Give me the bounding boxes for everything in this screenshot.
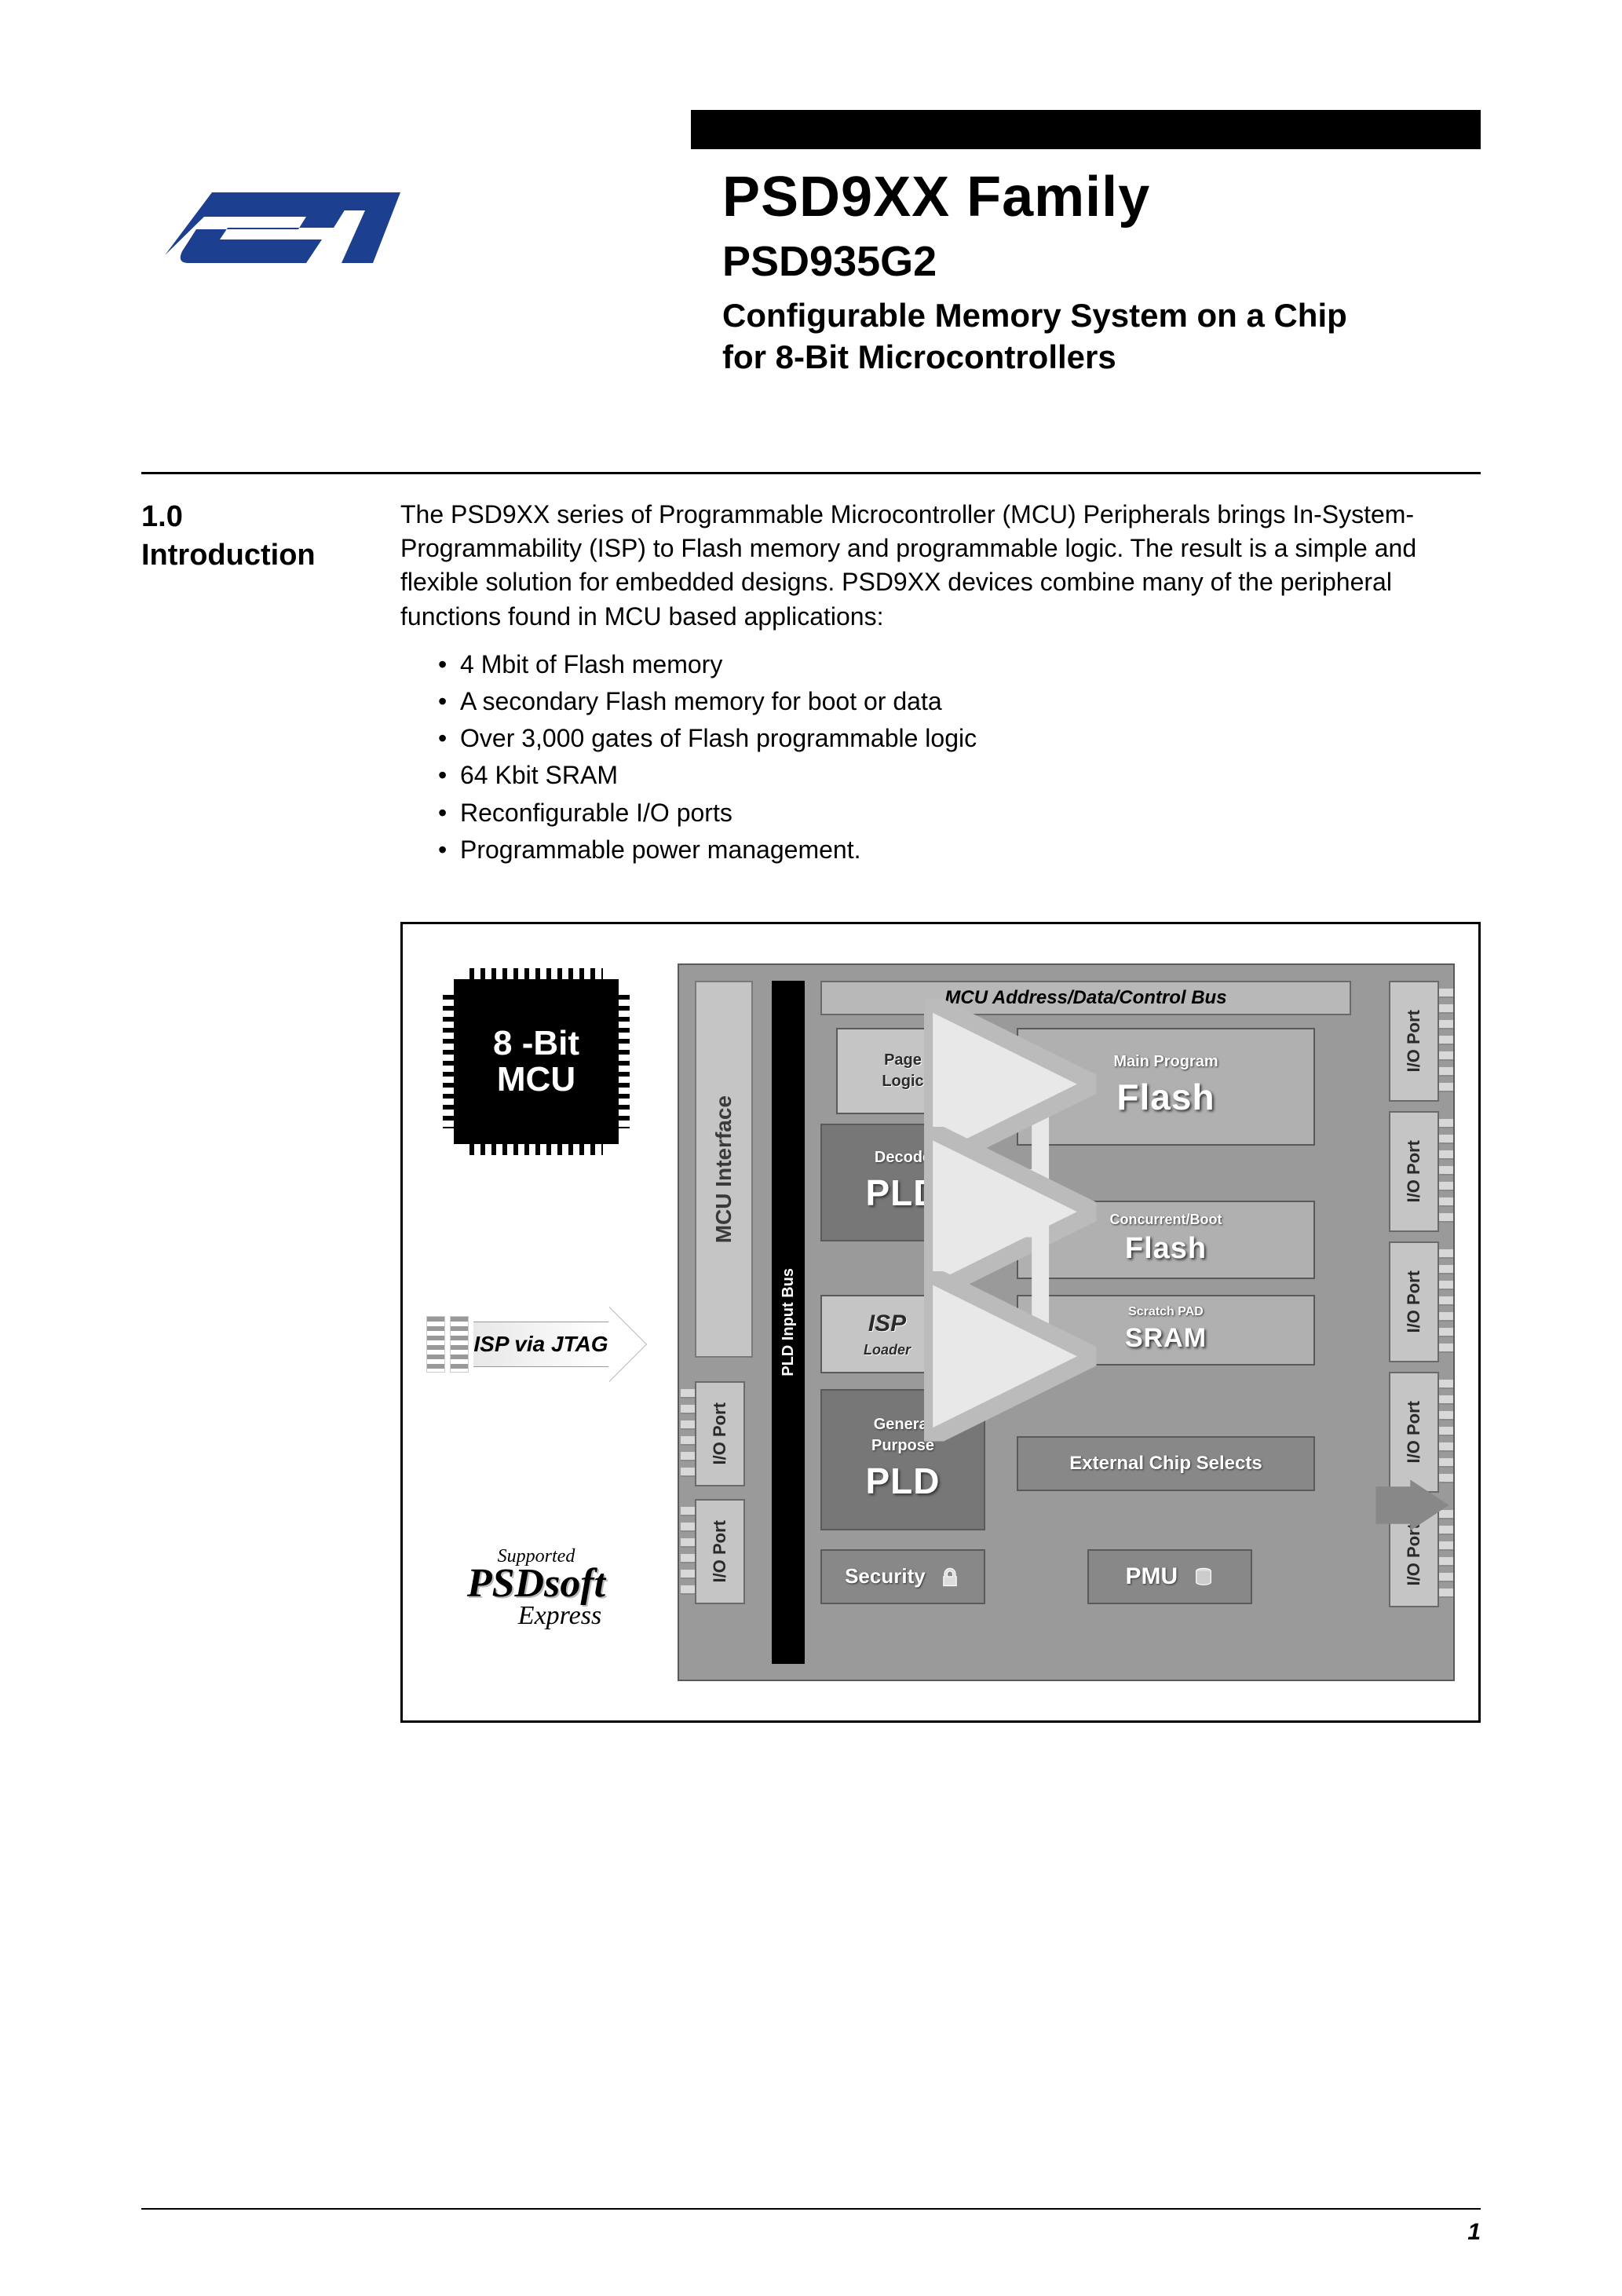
mcu-line1: 8 -Bit: [493, 1026, 579, 1062]
main-flash-block: Main Program Flash: [1017, 1028, 1315, 1146]
security-block: Security: [820, 1549, 985, 1604]
mcu-line2: MCU: [497, 1062, 575, 1098]
feature-bullets: 4 Mbit of Flash memory A secondary Flash…: [400, 648, 1481, 867]
general-pld-block: General Purpose PLD: [820, 1389, 985, 1530]
datasheet-page: PSD9XX Family PSD935G2 Configurable Memo…: [0, 0, 1622, 2296]
mcu-interface-block: MCU Interface: [695, 981, 753, 1358]
st-logo: [141, 165, 408, 283]
section-rule: [141, 472, 1481, 474]
io-port-right: I/O Port: [1389, 1502, 1439, 1607]
bus-header-label: MCU Address/Data/Control Bus: [944, 985, 1226, 1011]
isp-jtag-row: ISP via JTAG: [426, 1316, 645, 1373]
jtag-pins-icon: [426, 1316, 445, 1373]
isp-arrow: ISP via JTAG: [473, 1322, 645, 1366]
io-port-left: I/O Port: [695, 1499, 745, 1604]
database-icon: [1193, 1567, 1215, 1589]
mcu-interface-label: MCU Interface: [709, 1095, 739, 1243]
header-row: PSD9XX Family PSD935G2 Configurable Memo…: [141, 165, 1481, 378]
bullet-item: Reconfigurable I/O ports: [438, 796, 1481, 830]
chip-board: MCU Interface PLD Input Bus MCU Address/…: [678, 963, 1455, 1681]
part-number: PSD935G2: [722, 237, 1481, 286]
page-number: 1: [1467, 2219, 1481, 2246]
isp-arrow-label: ISP via JTAG: [473, 1322, 608, 1367]
psdsoft-brand: PSDsoft: [467, 1570, 605, 1598]
io-port-right: I/O Port: [1389, 1111, 1439, 1232]
lock-icon: [939, 1567, 961, 1589]
diagram-left-column: 8 -Bit MCU ISP via JTAG Supported PSDso: [426, 963, 646, 1681]
family-title: PSD9XX Family: [722, 165, 1481, 229]
bullet-item: A secondary Flash memory for boot or dat…: [438, 685, 1481, 718]
section-title: Introduction: [141, 539, 316, 572]
pld-input-bus-block: PLD Input Bus: [772, 981, 805, 1664]
ext-chip-selects-block: External Chip Selects: [1017, 1436, 1315, 1491]
section-heading: 1.0 Introduction: [141, 498, 400, 1723]
isp-loader-block: ISP Loader: [820, 1295, 954, 1373]
subtitle: Configurable Memory System on a Chip for…: [722, 295, 1481, 378]
io-port-right: I/O Port: [1389, 1372, 1439, 1493]
intro-paragraph: The PSD9XX series of Programmable Microc…: [400, 498, 1481, 634]
boot-flash-block: Concurrent/Boot Flash: [1017, 1201, 1315, 1279]
decode-pld-block: Decode PLD: [820, 1124, 985, 1241]
io-port-right: I/O Port: [1389, 1241, 1439, 1362]
psdsoft-suffix: Express: [514, 1598, 605, 1634]
jtag-pins-icon: [450, 1316, 469, 1373]
pmu-block: PMU: [1087, 1549, 1252, 1604]
header-black-bar: [691, 110, 1481, 149]
bus-header-block: MCU Address/Data/Control Bus: [820, 981, 1351, 1015]
section-body: The PSD9XX series of Programmable Microc…: [400, 498, 1481, 1723]
footer-rule: [141, 2208, 1481, 2210]
pld-input-bus-label: PLD Input Bus: [778, 1268, 799, 1377]
bullet-item: 64 Kbit SRAM: [438, 759, 1481, 792]
bullet-item: 4 Mbit of Flash memory: [438, 648, 1481, 682]
subtitle-line1: Configurable Memory System on a Chip: [722, 297, 1347, 334]
page-logic-block: Page Logic: [836, 1028, 970, 1114]
psdsoft-logo: Supported PSDsoft Express: [467, 1544, 605, 1634]
io-port-left: I/O Port: [695, 1381, 745, 1486]
intro-section: 1.0 Introduction The PSD9XX series of Pr…: [141, 498, 1481, 1723]
subtitle-line2: for 8-Bit Microcontrollers: [722, 338, 1116, 375]
title-block: PSD9XX Family PSD935G2 Configurable Memo…: [722, 165, 1481, 378]
io-port-right: I/O Port: [1389, 981, 1439, 1102]
section-number: 1.0: [141, 500, 183, 533]
bullet-item: Over 3,000 gates of Flash programmable l…: [438, 722, 1481, 755]
sram-block: Scratch PAD SRAM: [1017, 1295, 1315, 1366]
block-diagram: 8 -Bit MCU ISP via JTAG Supported PSDso: [400, 922, 1481, 1723]
bullet-item: Programmable power management.: [438, 833, 1481, 867]
mcu-chip-icon: 8 -Bit MCU: [454, 979, 619, 1144]
